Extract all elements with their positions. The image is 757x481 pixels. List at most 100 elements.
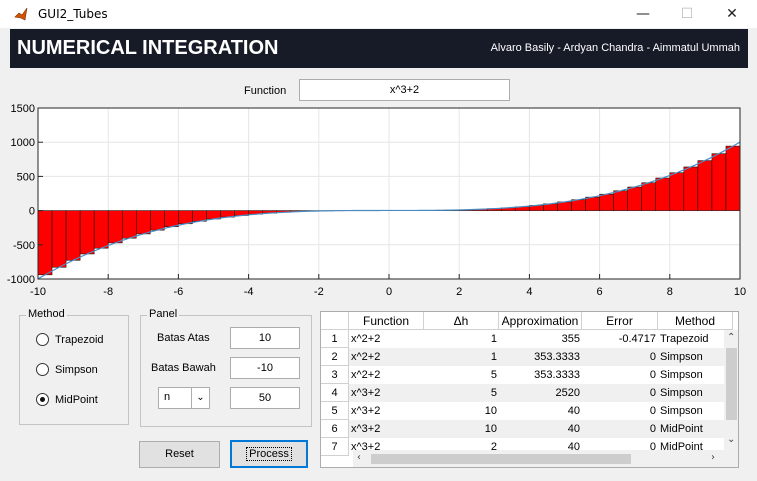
scroll-thumb[interactable] (726, 348, 737, 420)
table-cell-approx[interactable]: 40 (499, 420, 582, 438)
radio-circle-selected[interactable] (36, 393, 49, 406)
radio-circle[interactable] (36, 333, 49, 346)
horizontal-scrollbar[interactable]: ‹ › (353, 450, 724, 467)
table-row[interactable]: 6 x^3+2 10 40 0 MidPoint (321, 420, 733, 438)
close-button[interactable]: ✕ (726, 6, 738, 22)
midpoint-bar (585, 196, 600, 211)
col-header-dh[interactable]: Δh (424, 312, 499, 330)
table-cell-method[interactable]: Simpson (658, 384, 733, 402)
table-cell-method[interactable]: MidPoint (658, 420, 733, 438)
col-header-function[interactable]: Function (349, 312, 424, 330)
row-number: 4 (321, 384, 349, 402)
x-tick-label: -8 (103, 286, 113, 298)
midpoint-bar (725, 145, 741, 211)
radio-simpson[interactable]: Simpson (36, 363, 98, 376)
radio-midpoint[interactable]: MidPoint (36, 393, 98, 406)
midpoint-bar (192, 210, 207, 222)
n-value-input[interactable]: 50 (230, 387, 300, 409)
scroll-left-icon[interactable]: ‹ (357, 452, 361, 463)
x-tick-label: 4 (526, 286, 532, 298)
table-cell-error[interactable]: 0 (582, 348, 658, 366)
function-label: Function (244, 85, 287, 97)
y-tick-label: -500 (13, 240, 35, 252)
x-tick-label: -6 (174, 286, 184, 298)
scroll-thumb[interactable] (371, 454, 631, 464)
table-row[interactable]: 3 x^2+2 5 353.3333 0 Simpson (321, 366, 733, 384)
matlab-icon (14, 7, 28, 21)
authors-text: Alvaro Basily - Ardyan Chandra - Aimmatu… (490, 42, 740, 54)
midpoint-bar (107, 210, 123, 244)
function-curve (37, 141, 741, 280)
table-cell-dh[interactable]: 5 (424, 384, 499, 402)
table-cell-function[interactable]: x^2+2 (349, 330, 424, 348)
table-cell-error[interactable]: 0 (582, 384, 658, 402)
table-cell-function[interactable]: x^3+2 (349, 420, 424, 438)
table-cell-dh[interactable]: 10 (424, 420, 499, 438)
col-header-method[interactable]: Method (658, 312, 733, 330)
midpoint-bar (627, 186, 642, 211)
col-header-approximation[interactable]: Approximation (499, 312, 582, 330)
table-cell-function[interactable]: x^2+2 (349, 366, 424, 384)
table-cell-approx[interactable]: 2520 (499, 384, 582, 402)
table-cell-dh[interactable]: 1 (424, 348, 499, 366)
table-row[interactable]: 5 x^3+2 10 40 0 Simpson (321, 402, 733, 420)
app-header: NUMERICAL INTEGRATION Alvaro Basily - Ar… (10, 29, 748, 68)
n-select-value: n (164, 391, 171, 403)
table-cell-method[interactable]: Simpson (658, 366, 733, 384)
n-select[interactable]: n ⌄ (158, 387, 210, 409)
x-tick-label: 8 (667, 286, 673, 298)
table-cell-error[interactable]: 0 (582, 366, 658, 384)
x-tick-label: 6 (597, 286, 603, 298)
table-cell-dh[interactable]: 10 (424, 402, 499, 420)
table-cell-dh[interactable]: 1 (424, 330, 499, 348)
scroll-right-icon[interactable]: › (711, 452, 715, 463)
table-cell-error[interactable]: 0 (582, 420, 658, 438)
table-cell-function[interactable]: x^2+2 (349, 348, 424, 366)
midpoint-bar (571, 199, 586, 211)
minimize-button[interactable]: — (636, 6, 650, 22)
axis-ticks: -10 -8 -6 -4 -2 0 2 4 6 8 10 1500 1000 500 0 -500 -1000 (7, 103, 746, 298)
radio-trapezoid[interactable]: Trapezoid (36, 333, 104, 346)
scroll-up-icon[interactable]: ⌃ (727, 332, 736, 343)
table-cell-approx[interactable]: 353.3333 (499, 348, 582, 366)
process-button[interactable]: Process (230, 440, 308, 468)
x-tick-label: -2 (314, 286, 324, 298)
table-row[interactable]: 1 x^2+2 1 355 -0.4717 Trapezoid (321, 330, 733, 348)
table-cell-error[interactable]: -0.4717 (582, 330, 658, 348)
table-cell-approx[interactable]: 40 (499, 402, 582, 420)
midpoint-bar (51, 210, 67, 268)
table-cell-method[interactable]: Simpson (658, 402, 733, 420)
table-cell-function[interactable]: x^3+2 (349, 402, 424, 420)
batas-bawah-input[interactable]: -10 (230, 357, 300, 379)
midpoint-bar (599, 193, 614, 211)
table-cell-error[interactable]: 0 (582, 402, 658, 420)
table-cell-method[interactable]: Trapezoid (658, 330, 733, 348)
function-input[interactable]: x^3+2 (299, 79, 510, 101)
table-row[interactable]: 2 x^2+2 1 353.3333 0 Simpson (321, 348, 733, 366)
table-cell-method[interactable]: Simpson (658, 348, 733, 366)
radio-label: MidPoint (55, 393, 98, 406)
midpoint-bar (164, 210, 179, 228)
radio-circle[interactable] (36, 363, 49, 376)
col-header-error[interactable]: Error (582, 312, 658, 330)
chevron-down-icon[interactable]: ⌄ (191, 388, 209, 408)
table-cell-approx[interactable]: 355 (499, 330, 582, 348)
reset-button[interactable]: Reset (139, 441, 220, 468)
table-cell-approx[interactable]: 353.3333 (499, 366, 582, 384)
vertical-scrollbar[interactable]: ⌃ ⌄ (724, 330, 738, 450)
table-cell-dh[interactable]: 5 (424, 366, 499, 384)
midpoint-bar (683, 166, 699, 211)
table-cell-function[interactable]: x^3+2 (349, 384, 424, 402)
maximize-button[interactable]: ☐ (680, 6, 694, 22)
table-row[interactable]: 4 x^3+2 5 2520 0 Simpson (321, 384, 733, 402)
midpoint-bar (65, 210, 81, 261)
x-tick-label: 10 (734, 286, 746, 298)
window-titlebar: GUI2_Tubes — ☐ ✕ (0, 0, 757, 28)
y-tick-label: 500 (17, 171, 35, 183)
scroll-corner (724, 450, 738, 467)
scroll-down-icon[interactable]: ⌄ (727, 434, 736, 445)
table-header: Function Δh Approximation Error Method (321, 312, 733, 330)
batas-atas-input[interactable]: 10 (230, 327, 300, 349)
results-table[interactable]: Function Δh Approximation Error Method 1… (320, 311, 739, 468)
midpoint-bar (79, 210, 95, 255)
